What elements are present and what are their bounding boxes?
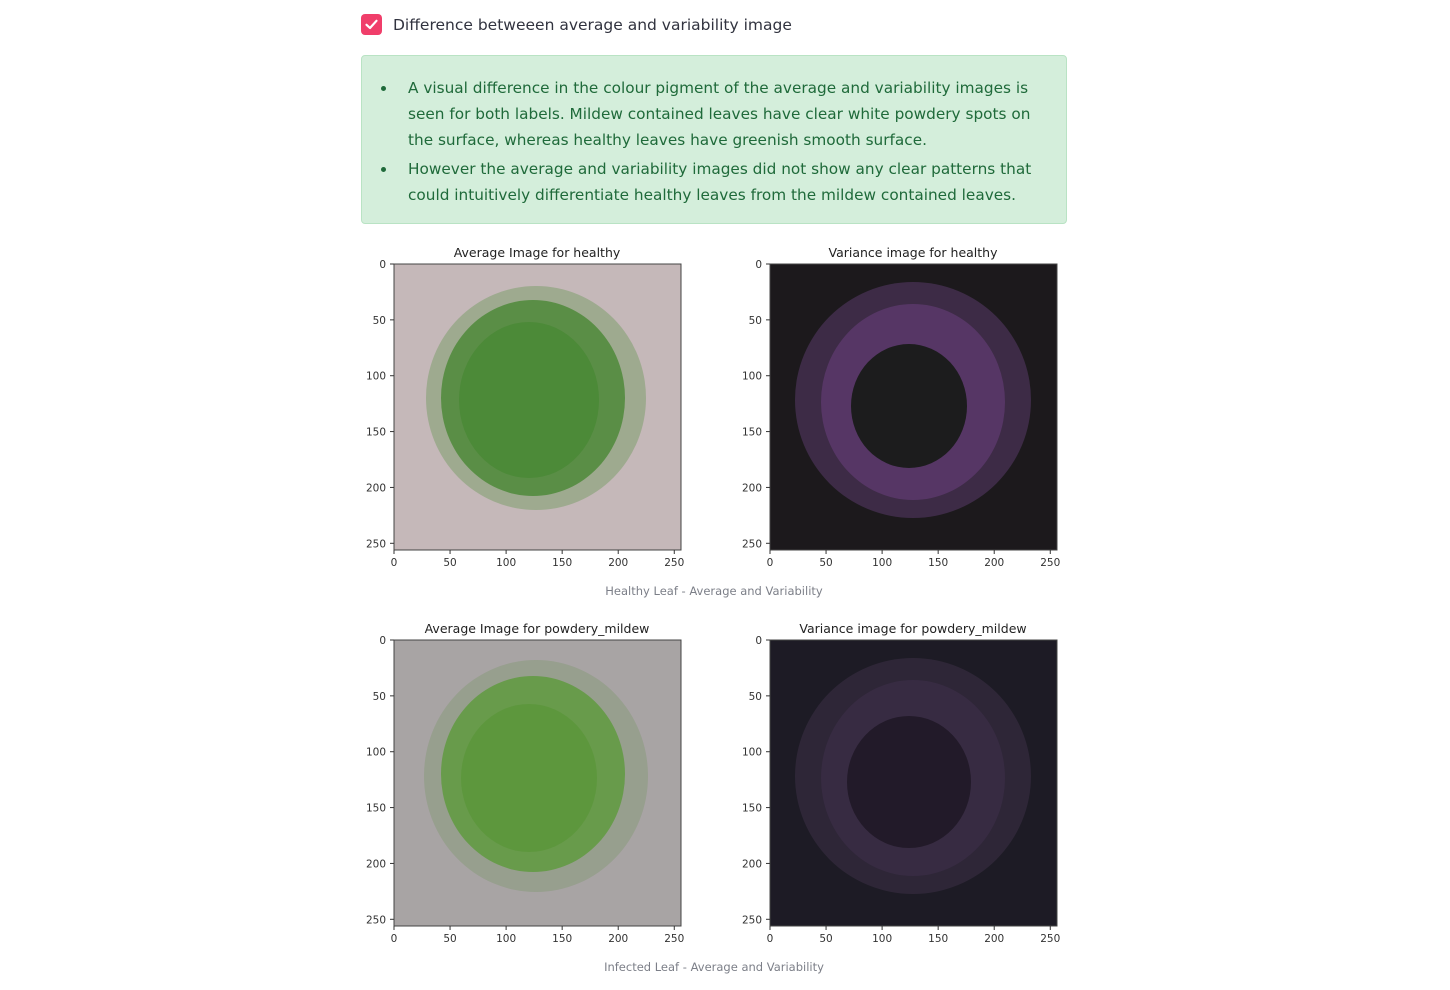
figure-caption: Infected Leaf - Average and Variability	[604, 960, 824, 974]
y-tick-label: 250	[742, 914, 762, 926]
plot-variance-mildew: Variance image for powdery_mildew	[769, 621, 1058, 927]
x-tick-label: 150	[928, 557, 948, 569]
checkbox-checked-icon[interactable]	[361, 14, 382, 35]
x-tick-label: 250	[664, 557, 684, 569]
y-tick-label: 50	[373, 691, 386, 703]
x-tick-label: 50	[443, 933, 456, 945]
x-tick-label: 0	[767, 557, 774, 569]
x-tick-label: 200	[984, 557, 1004, 569]
y-tick-label: 200	[366, 482, 386, 494]
x-tick-label: 100	[496, 557, 516, 569]
leaf-shape	[847, 716, 971, 848]
difference-checkbox[interactable]: Difference betweeen average and variabil…	[361, 14, 792, 35]
y-tick-label: 150	[742, 427, 762, 439]
x-tick-label: 200	[608, 557, 628, 569]
x-tick-label: 100	[872, 933, 892, 945]
x-tick-label: 150	[928, 933, 948, 945]
y-tick-label: 100	[366, 371, 386, 383]
healthy-figure: Average Image for healthy Variance image…	[361, 240, 1067, 584]
mildew-figure: Average Image for powdery_mildew Varianc…	[361, 616, 1067, 960]
checkbox-label: Difference betweeen average and variabil…	[393, 15, 792, 34]
figure-caption: Healthy Leaf - Average and Variability	[605, 584, 823, 598]
y-tick-label: 0	[755, 635, 762, 647]
success-info-box: A visual difference in the colour pigmen…	[361, 55, 1067, 224]
y-tick-label: 250	[366, 914, 386, 926]
y-tick-label: 0	[379, 259, 386, 271]
plot-title: Average Image for healthy	[454, 245, 621, 260]
axis-ticks: 0 50 100 150 200 250 0 50 100 150 200 250 0 50 100 150 2…	[366, 635, 1060, 945]
y-tick-label: 250	[366, 538, 386, 550]
x-tick-label: 0	[391, 933, 398, 945]
info-bullet: A visual difference in the colour pigmen…	[380, 75, 1048, 153]
y-tick-label: 50	[749, 691, 762, 703]
plot-variance-healthy: Variance image for healthy	[769, 245, 1058, 551]
axis-ticks: 0 50 100 150 200 250 0 50 100 150 200 250 0 50 100 150 2…	[366, 259, 1060, 569]
x-tick-label: 100	[872, 557, 892, 569]
y-tick-label: 150	[366, 803, 386, 815]
x-tick-label: 150	[552, 557, 572, 569]
plot-average-mildew: Average Image for powdery_mildew	[393, 621, 682, 927]
y-tick-label: 100	[366, 747, 386, 759]
y-tick-label: 200	[742, 858, 762, 870]
x-tick-label: 200	[608, 933, 628, 945]
y-tick-label: 150	[742, 803, 762, 815]
y-tick-label: 200	[366, 858, 386, 870]
leaf-shape	[461, 704, 597, 852]
x-tick-label: 50	[819, 933, 832, 945]
y-tick-label: 150	[366, 427, 386, 439]
info-bullet-list: A visual difference in the colour pigmen…	[380, 75, 1048, 208]
x-tick-label: 100	[496, 933, 516, 945]
x-tick-label: 50	[443, 557, 456, 569]
leaf-shape	[459, 322, 599, 478]
y-tick-label: 50	[373, 315, 386, 327]
info-bullet: However the average and variability imag…	[380, 156, 1048, 208]
plot-title: Variance image for powdery_mildew	[799, 621, 1026, 636]
x-tick-label: 150	[552, 933, 572, 945]
plot-average-healthy: Average Image for healthy	[393, 245, 682, 551]
plot-title: Average Image for powdery_mildew	[425, 621, 650, 636]
y-tick-label: 100	[742, 371, 762, 383]
x-tick-label: 250	[1040, 933, 1060, 945]
y-tick-label: 0	[755, 259, 762, 271]
y-tick-label: 250	[742, 538, 762, 550]
y-tick-label: 100	[742, 747, 762, 759]
x-tick-label: 0	[767, 933, 774, 945]
y-tick-label: 50	[749, 315, 762, 327]
leaf-shape	[851, 344, 967, 468]
plot-title: Variance image for healthy	[828, 245, 998, 260]
x-tick-label: 50	[819, 557, 832, 569]
x-tick-label: 0	[391, 557, 398, 569]
y-tick-label: 0	[379, 635, 386, 647]
x-tick-label: 200	[984, 933, 1004, 945]
x-tick-label: 250	[664, 933, 684, 945]
y-tick-label: 200	[742, 482, 762, 494]
x-tick-label: 250	[1040, 557, 1060, 569]
